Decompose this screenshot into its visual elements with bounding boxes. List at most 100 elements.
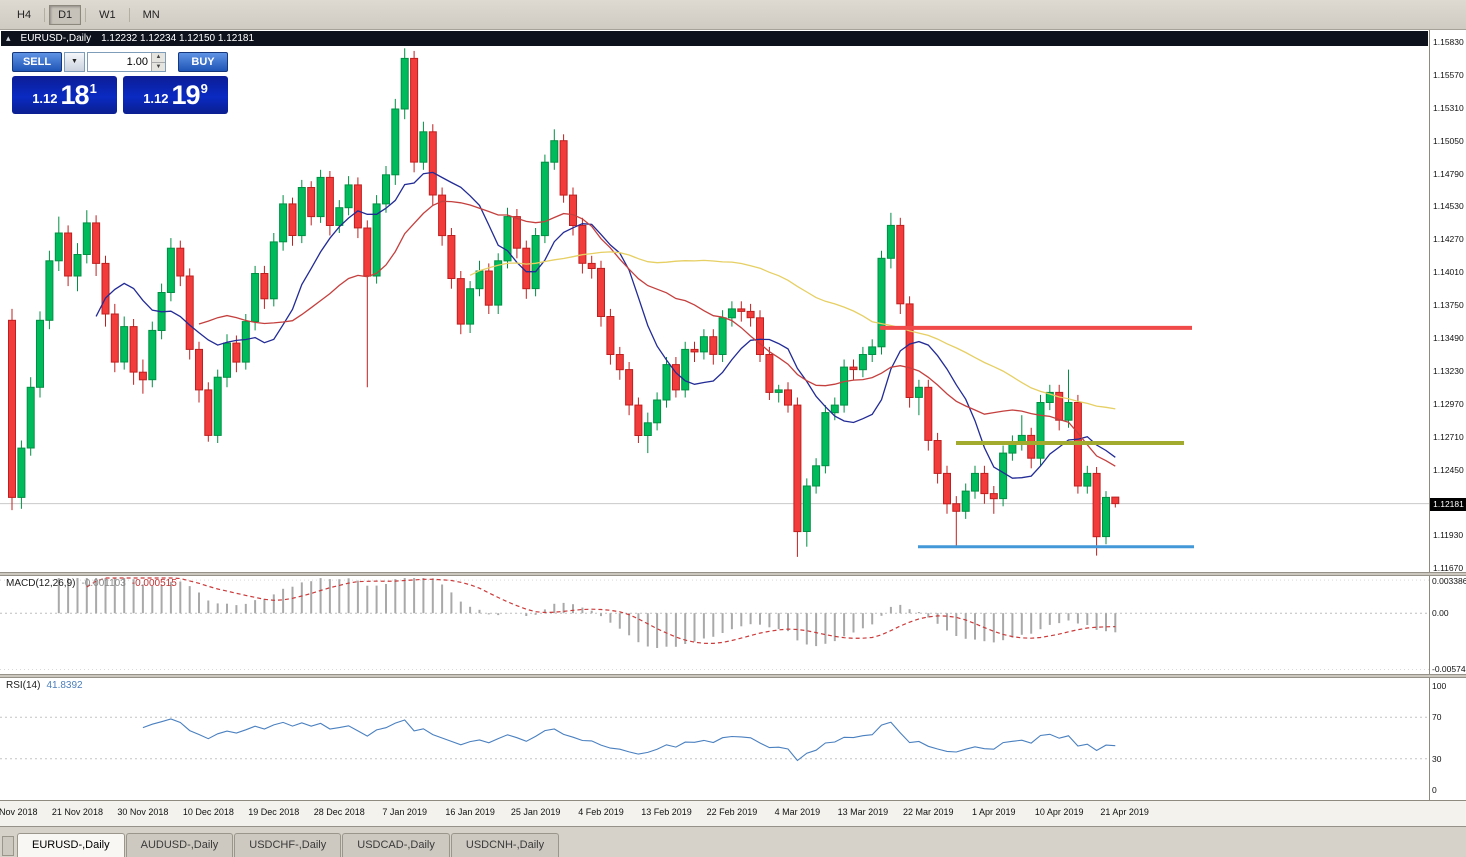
- timeframe-tab-h4[interactable]: H4: [17, 8, 32, 21]
- panel-splitter[interactable]: [0, 674, 1466, 678]
- rsi-name: RSI(14): [6, 680, 41, 691]
- symbol-tab-usdcnh[interactable]: USDCNH-,Daily: [450, 833, 560, 857]
- price-chart-panel[interactable]: ▴ EURUSD-,Daily 1.12232 1.12234 1.12150 …: [0, 30, 1429, 572]
- date-axis-label: 13 Mar 2019: [837, 807, 889, 817]
- buy-price-pipette: 9: [200, 81, 208, 96]
- price-axis-label: 1.12710: [1433, 431, 1464, 442]
- date-axis-label: 7 Jan 2019: [382, 807, 427, 817]
- price-axis-label: 1.15570: [1433, 69, 1464, 80]
- rsi-axis-label: 30: [1432, 753, 1442, 764]
- date-axis-label: 21 Nov 2018: [51, 807, 103, 817]
- rsi-value: 41.8392: [46, 680, 83, 691]
- separator: [128, 7, 130, 22]
- date-axis-label: 25 Jan 2019: [510, 807, 561, 817]
- rsi-axis-label: 70: [1432, 712, 1442, 723]
- ma-slow-line: [469, 251, 1116, 410]
- arrow-up-icon: ▲: [155, 54, 162, 60]
- date-axis-label: 22 Feb 2019: [706, 807, 758, 817]
- candles-layer: [8, 48, 1120, 557]
- price-axis-label: 1.13230: [1433, 365, 1464, 376]
- macd-axis: 0.003386 0.00 -0.00574: [1429, 576, 1466, 674]
- buy-price-tile: 1.12 19 9: [123, 76, 228, 114]
- symbol-tab-audusd[interactable]: AUDUSD-,Daily: [125, 833, 234, 857]
- rsi-axis: 100 70 30 0: [1429, 678, 1466, 800]
- buy-button[interactable]: BUY: [178, 52, 228, 72]
- date-axis-label: 28 Dec 2018: [313, 807, 365, 817]
- price-axis-label: 1.14010: [1433, 267, 1464, 278]
- chart-collapse-icon: ▴: [6, 33, 11, 43]
- separator: [85, 7, 87, 22]
- price-axis-label: 1.14530: [1433, 201, 1464, 212]
- panel-splitter[interactable]: [0, 572, 1466, 576]
- symbol-tab-usdchf[interactable]: USDCHF-,Daily: [234, 833, 342, 857]
- arrow-down-icon: ▼: [155, 64, 162, 70]
- sell-price-prefix: 1.12: [32, 91, 58, 106]
- volume-increment-button[interactable]: ▲: [151, 53, 165, 62]
- chart-symbol-label: EURUSD-,Daily: [20, 33, 92, 44]
- price-axis[interactable]: 1.12181 1.15830 1.15570 1.15310 1.15050 1.14…: [1429, 30, 1466, 574]
- symbol-tab-usdcad[interactable]: USDCAD-,Daily: [342, 833, 450, 857]
- macd-panel[interactable]: MACD(12,26,9) -0.001103 -0.000515: [0, 576, 1429, 674]
- price-axis-label: 1.15050: [1433, 135, 1464, 146]
- chevron-down-icon: ▼: [71, 58, 78, 65]
- separator: [44, 7, 46, 22]
- macd-axis-label: -0.00574: [1432, 664, 1466, 674]
- one-click-trading-panel: SELL ▼ 1.00 ▲ ▼ BUY 1.12 18 1: [12, 52, 228, 114]
- price-axis-label: 1.14790: [1433, 168, 1464, 179]
- chart-ohlc-values: 1.12232 1.12234 1.12150 1.12181: [101, 33, 255, 44]
- sell-button[interactable]: SELL: [12, 52, 62, 72]
- timeframe-tab-d1[interactable]: D1: [49, 4, 82, 25]
- date-axis-label: 1 Apr 2019: [971, 807, 1016, 817]
- price-axis-label: 1.13750: [1433, 300, 1464, 311]
- buy-price-prefix: 1.12: [143, 91, 169, 106]
- date-axis-label: 16 Jan 2019: [445, 807, 495, 817]
- date-axis[interactable]: 12 Nov 2018 21 Nov 2018 30 Nov 2018 10 Dec …: [0, 800, 1466, 826]
- candlestick-chart[interactable]: [0, 30, 1429, 572]
- trade-controls-row: SELL ▼ 1.00 ▲ ▼ BUY: [12, 52, 228, 72]
- price-axis-label: 1.12450: [1433, 464, 1464, 475]
- price-axis-label: 1.15310: [1433, 102, 1464, 113]
- tab-scroll-gutter[interactable]: [2, 836, 14, 856]
- date-axis-label: 13 Feb 2019: [641, 807, 692, 817]
- date-axis-label: 10 Dec 2018: [182, 807, 234, 817]
- volume-decrement-button[interactable]: ▼: [151, 62, 165, 71]
- date-axis-label: 30 Nov 2018: [117, 807, 169, 817]
- sell-price-tile: 1.12 18 1: [12, 76, 117, 114]
- price-axis-label: 1.15830: [1433, 37, 1464, 47]
- sell-price-pipette: 1: [89, 81, 97, 96]
- macd-chart[interactable]: [0, 576, 1429, 674]
- price-axis-label: 1.14270: [1433, 234, 1464, 245]
- timeframe-tab-mn[interactable]: MN: [142, 8, 160, 21]
- date-axis-label: 19 Dec 2018: [248, 807, 300, 817]
- macd-name: MACD(12,26,9): [6, 578, 76, 589]
- date-axis-label: 10 Apr 2019: [1034, 807, 1084, 817]
- rsi-chart[interactable]: [0, 678, 1429, 800]
- volume-input[interactable]: 1.00 ▲ ▼: [87, 52, 166, 72]
- price-axis-label: 1.11670: [1433, 563, 1464, 574]
- macd-histogram: [57, 578, 1117, 648]
- rsi-panel[interactable]: RSI(14) 41.8392: [0, 678, 1429, 800]
- ma-medium-line: [198, 200, 1116, 467]
- symbol-tab-eurusd[interactable]: EURUSD-,Daily: [17, 833, 125, 857]
- macd-main-value: -0.001103: [81, 578, 126, 589]
- price-axis-label: 1.13490: [1433, 333, 1464, 343]
- buy-price-big: 19: [171, 79, 201, 110]
- volume-dropdown-button[interactable]: ▼: [64, 52, 85, 72]
- macd-axis-label: 0.00: [1432, 608, 1449, 619]
- current-price-badge: 1.12181: [1430, 497, 1466, 511]
- chart-title-bar: ▴ EURUSD-,Daily 1.12232 1.12234 1.12150 …: [1, 31, 1428, 46]
- date-axis-label: 12 Nov 2018: [0, 807, 38, 817]
- date-axis-label: 4 Feb 2019: [578, 807, 624, 817]
- macd-signal-value: -0.000515: [131, 578, 177, 589]
- rsi-label: RSI(14) 41.8392: [6, 680, 83, 691]
- chart-window: ▴ EURUSD-,Daily 1.12232 1.12234 1.12150 …: [0, 30, 1466, 826]
- date-axis-label: 22 Mar 2019: [903, 807, 954, 817]
- date-axis-label: 21 Apr 2019: [1100, 807, 1149, 817]
- timeframe-tab-w1[interactable]: W1: [99, 8, 116, 21]
- macd-axis-label: 0.003386: [1432, 576, 1466, 586]
- rsi-line: [142, 718, 1116, 762]
- sell-price-big: 18: [60, 79, 90, 110]
- volume-value: 1.00: [126, 56, 148, 68]
- rsi-axis-label: 0: [1432, 785, 1437, 795]
